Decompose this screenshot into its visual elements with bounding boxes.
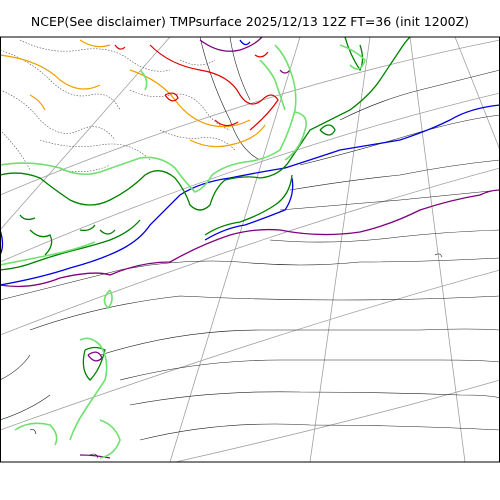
contour-thin	[0, 37, 500, 441]
graticule	[0, 37, 500, 462]
contour-lightgreen	[0, 44, 366, 459]
contour-green	[0, 37, 411, 381]
contour-orange	[0, 39, 266, 148]
contour-purple	[0, 37, 500, 459]
island-marks	[29, 253, 443, 459]
contour-dotted	[0, 39, 236, 172]
map-title: NCEP(See disclaimer) TMPsurface 2025/12/…	[30, 14, 470, 29]
contour-red	[114, 44, 279, 131]
